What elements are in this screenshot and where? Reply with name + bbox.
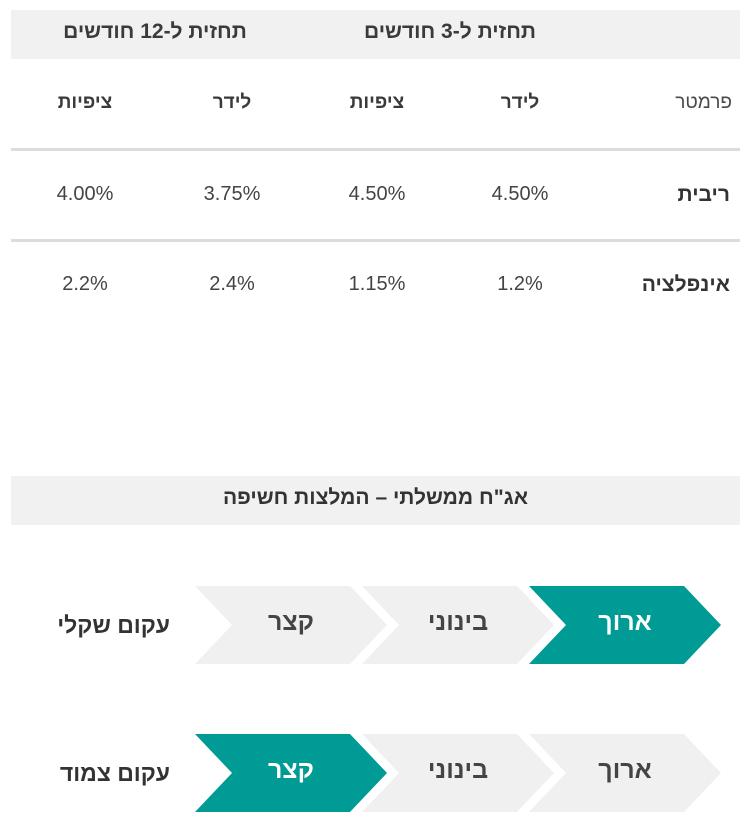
chevron-medium-indexed-label: בינוני (427, 756, 489, 784)
col-expect-3m: ציפיות (349, 92, 405, 113)
curve-label-nominal: עקום שקלי (57, 612, 170, 638)
row-divider (11, 239, 740, 242)
col-leader-3m: לידר (500, 92, 540, 113)
header-12-months: תחזית ל-12 חודשים (63, 20, 247, 43)
chevron-long-nominal: ארוך (529, 586, 721, 664)
chevron-long-indexed: ארוך (529, 734, 721, 812)
table-header-band (11, 10, 740, 59)
col-expect-12m: ציפיות (57, 92, 113, 113)
chevron-short-nominal: קצר (195, 586, 387, 664)
cell-interest-leader-3m: 4.50% (491, 183, 549, 205)
chevron-medium-nominal-label: בינוני (427, 608, 489, 636)
curve-label-indexed: עקום צמוד (59, 760, 170, 786)
cell-interest-expect-3m: 4.50% (348, 183, 406, 205)
chevron-short-indexed: קצר (195, 734, 387, 812)
chevron-long-indexed-label: ארוך (598, 756, 652, 784)
row-label-interest: ריבית (677, 183, 730, 206)
exposure-banner-title: אג"ח ממשלתי – המלצות חשיפה (222, 486, 529, 509)
cell-interest-leader-12m: 3.75% (203, 183, 261, 205)
chevron-medium-nominal: בינוני (362, 586, 554, 664)
param-header: פרמטר (675, 92, 732, 113)
chevron-short-nominal-label: קצר (268, 608, 314, 636)
cell-inflation-expect-12m: 2.2% (62, 273, 108, 295)
cell-inflation-expect-3m: 1.15% (348, 273, 406, 295)
chevron-short-indexed-label: קצר (268, 756, 314, 784)
col-leader-12m: לידר (212, 92, 252, 113)
row-label-inflation: אינפלציה (641, 273, 730, 296)
cell-inflation-leader-12m: 2.4% (209, 273, 255, 295)
exposure-banner (11, 476, 740, 525)
header-divider (11, 148, 740, 151)
chevron-medium-indexed: בינוני (362, 734, 554, 812)
header-3-months: תחזית ל-3 חודשים (363, 20, 537, 43)
cell-inflation-leader-3m: 1.2% (497, 273, 543, 295)
chevron-long-nominal-label: ארוך (598, 608, 652, 636)
cell-interest-expect-12m: 4.00% (56, 183, 114, 205)
